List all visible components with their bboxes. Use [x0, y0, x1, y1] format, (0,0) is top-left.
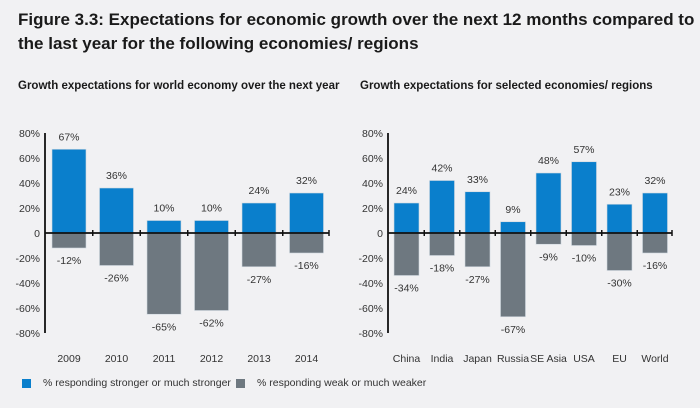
bar-weaker: [464, 232, 491, 268]
data-label: -16%: [294, 260, 319, 272]
data-label: -9%: [539, 251, 558, 263]
data-label: -26%: [104, 273, 129, 285]
data-label: 33%: [467, 174, 488, 186]
bar-stronger: [606, 203, 633, 234]
bar-stronger: [99, 187, 134, 234]
bar-weaker: [241, 232, 277, 268]
figure-title: Figure 3.3: Expectations for economic gr…: [18, 10, 695, 53]
data-label: -12%: [57, 255, 82, 267]
bar-stronger: [194, 220, 229, 234]
data-label: 23%: [609, 186, 630, 198]
y-tick-label: -80%: [15, 328, 40, 340]
y-tick-label: 80%: [19, 128, 40, 140]
bar-stronger: [393, 202, 420, 234]
x-tick-label: Russia: [497, 353, 529, 365]
bar-stronger: [571, 161, 597, 234]
bar-stronger: [500, 221, 526, 234]
legend-swatch-weaker: [236, 378, 245, 388]
bar-weaker: [642, 232, 668, 254]
x-tick-label: 2012: [200, 353, 224, 365]
bar-weaker: [51, 232, 87, 249]
bar-weaker: [429, 232, 455, 256]
data-label: 10%: [153, 203, 174, 215]
bar-stronger: [51, 148, 87, 234]
y-tick-label: -20%: [358, 253, 383, 265]
y-tick-label: 80%: [362, 128, 383, 140]
data-label: 67%: [58, 131, 79, 143]
y-tick-label: -40%: [358, 278, 383, 290]
data-label: -27%: [247, 274, 272, 286]
y-tick-label: 0: [377, 228, 383, 240]
y-tick-label: 20%: [19, 203, 40, 215]
y-tick-label: 40%: [19, 178, 40, 190]
data-label: -67%: [501, 324, 526, 336]
data-label: -27%: [465, 274, 490, 286]
data-label: 10%: [201, 203, 222, 215]
data-label: -62%: [199, 318, 224, 330]
legend-item-weaker: % responding weak or much weaker: [236, 377, 426, 389]
data-label: -30%: [607, 278, 632, 290]
data-label: 32%: [644, 175, 665, 187]
bar-stronger: [146, 220, 182, 234]
y-tick-label: 40%: [362, 178, 383, 190]
x-tick-label: USA: [573, 353, 595, 365]
data-label: -18%: [430, 263, 455, 275]
x-tick-label: 2009: [57, 353, 81, 365]
y-tick-label: -60%: [358, 303, 383, 315]
data-label: -34%: [394, 283, 419, 295]
x-tick-label: China: [393, 353, 421, 365]
data-label: -16%: [643, 260, 668, 272]
legend-swatch-stronger: [22, 378, 31, 388]
bar-stronger: [241, 202, 277, 234]
bar-stronger: [429, 180, 455, 234]
y-tick-label: -40%: [15, 278, 40, 290]
x-tick-label: 2014: [295, 353, 319, 365]
x-tick-label: Japan: [463, 353, 492, 365]
data-label: 32%: [296, 175, 317, 187]
bar-stronger: [289, 192, 324, 234]
bar-stronger: [464, 191, 491, 234]
data-label: 36%: [106, 170, 127, 182]
bar-stronger: [535, 172, 562, 234]
left-chart-title: Growth expectations for world economy ov…: [18, 80, 340, 92]
data-label: 9%: [505, 204, 520, 216]
x-tick-label: India: [431, 353, 454, 365]
bar-weaker: [393, 232, 420, 276]
bar-weaker: [571, 232, 597, 246]
x-tick-label: SE Asia: [530, 353, 567, 365]
data-label: 24%: [396, 185, 417, 197]
y-tick-label: 60%: [362, 153, 383, 165]
data-label: 48%: [538, 155, 559, 167]
bar-weaker: [194, 232, 229, 311]
legend-label-weaker: % responding weak or much weaker: [257, 377, 427, 389]
bar-weaker: [289, 232, 324, 254]
data-label: 57%: [573, 144, 594, 156]
y-tick-label: -60%: [15, 303, 40, 315]
x-tick-label: World: [641, 353, 668, 365]
x-tick-label: 2010: [105, 353, 129, 365]
bar-weaker: [146, 232, 182, 315]
y-tick-label: -20%: [15, 253, 40, 265]
data-label: -10%: [572, 253, 597, 265]
x-tick-label: EU: [612, 353, 627, 365]
bar-weaker: [535, 232, 562, 245]
data-label: -65%: [152, 321, 177, 333]
data-label: 24%: [248, 185, 269, 197]
bar-weaker: [500, 232, 526, 318]
data-label: 42%: [431, 163, 452, 175]
x-tick-label: 2011: [153, 353, 176, 365]
y-tick-label: 0: [34, 228, 40, 240]
legend-label-stronger: % responding stronger or much stronger: [43, 377, 231, 389]
y-tick-label: 20%: [362, 203, 383, 215]
bar-weaker: [99, 232, 134, 266]
y-tick-label: 60%: [19, 153, 40, 165]
bar-weaker: [606, 232, 633, 271]
bar-stronger: [642, 192, 668, 234]
x-tick-label: 2013: [247, 353, 271, 365]
y-tick-label: -80%: [358, 328, 383, 340]
right-chart-title: Growth expectations for selected economi…: [360, 80, 653, 92]
legend-item-stronger: % responding stronger or much stronger: [22, 377, 231, 389]
